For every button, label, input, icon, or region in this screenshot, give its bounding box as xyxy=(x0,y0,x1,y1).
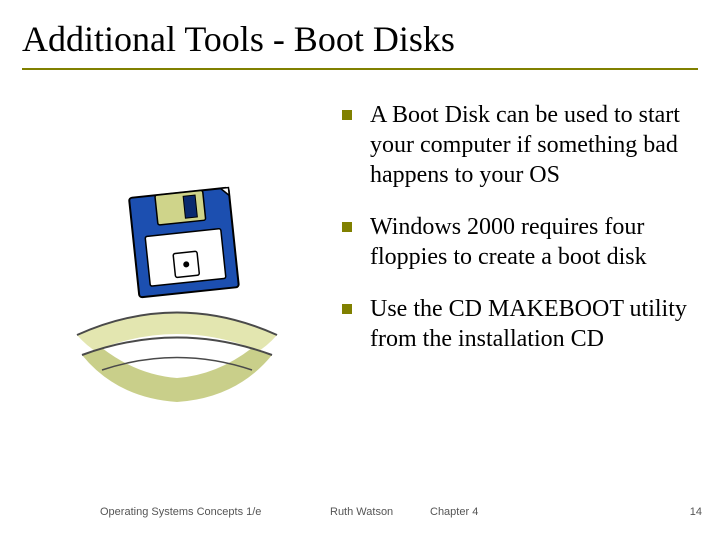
disk-shutter-slot xyxy=(183,195,197,218)
slide-title: Additional Tools - Boot Disks xyxy=(22,18,698,60)
bullet-text: Use the CD MAKEBOOT utility from the ins… xyxy=(370,294,698,354)
bullet-marker-icon xyxy=(342,304,352,314)
footer-page-number: 14 xyxy=(690,506,702,518)
footer-chapter: Chapter 4 xyxy=(430,506,478,518)
bullet-marker-icon xyxy=(342,110,352,120)
disk-shutter xyxy=(155,190,206,225)
floppy-disk-clipart xyxy=(67,170,287,410)
footer: Operating Systems Concepts 1/e Ruth Wats… xyxy=(0,506,720,526)
swoosh-icon xyxy=(77,313,277,403)
illustration-column xyxy=(22,100,342,480)
bullet-marker-icon xyxy=(342,222,352,232)
footer-book-title: Operating Systems Concepts 1/e xyxy=(100,506,261,518)
bullet-text: A Boot Disk can be used to start your co… xyxy=(370,100,698,190)
bullet-item: Windows 2000 requires four floppies to c… xyxy=(342,212,698,272)
floppy-disk-icon xyxy=(129,188,239,298)
bullet-text: Windows 2000 requires four floppies to c… xyxy=(370,212,698,272)
footer-author: Ruth Watson xyxy=(330,506,393,518)
content-area: A Boot Disk can be used to start your co… xyxy=(22,100,698,480)
bullet-item: A Boot Disk can be used to start your co… xyxy=(342,100,698,190)
bullet-item: Use the CD MAKEBOOT utility from the ins… xyxy=(342,294,698,354)
title-container: Additional Tools - Boot Disks xyxy=(22,18,698,70)
bullets-column: A Boot Disk can be used to start your co… xyxy=(342,100,698,480)
